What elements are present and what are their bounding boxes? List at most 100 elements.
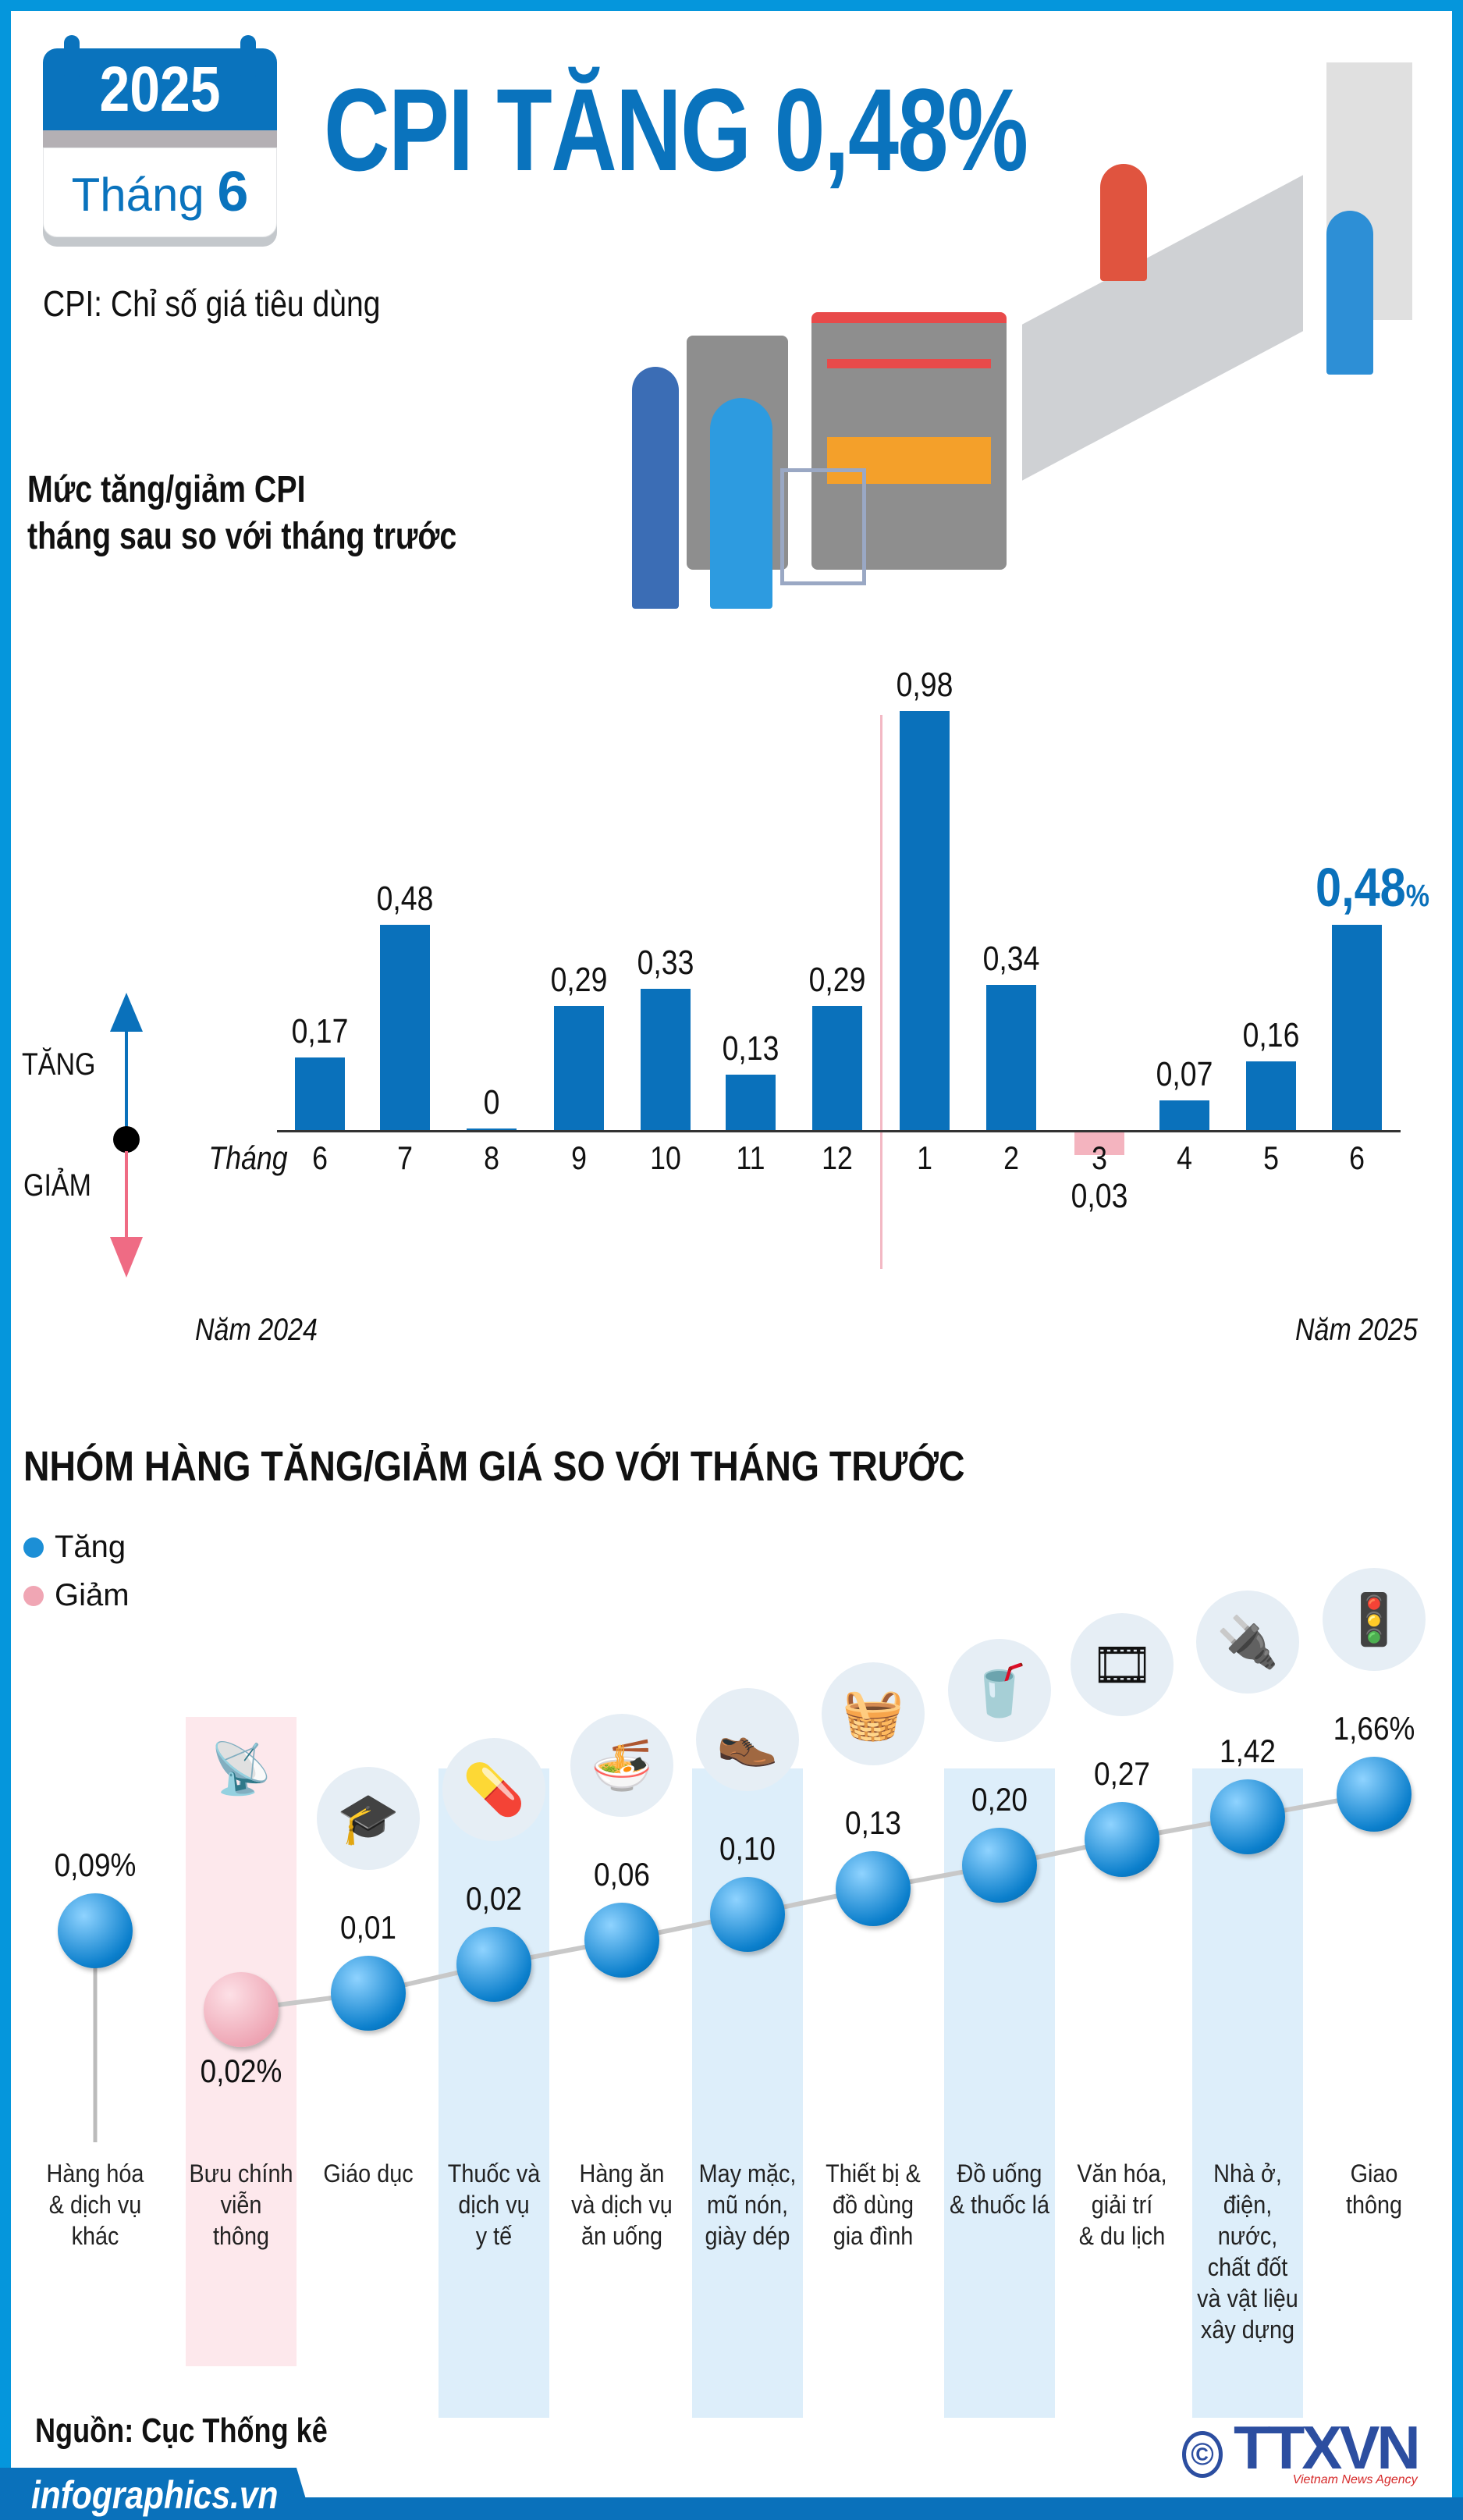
value-label: 0,09% bbox=[54, 1846, 137, 1883]
highlight-value: 0,48 bbox=[1315, 856, 1406, 918]
column-highlight bbox=[439, 1768, 549, 2418]
pill-icon: 💊 bbox=[442, 1738, 545, 1841]
legend-label: Tăng bbox=[55, 1530, 126, 1564]
bar-value-label: 0,13 bbox=[722, 1029, 779, 1068]
category-line: Giáo dục bbox=[323, 2159, 414, 2188]
page-title: CPI TĂNG 0,48% bbox=[324, 64, 1028, 195]
washing-machine-icon: 🧺 bbox=[822, 1662, 925, 1765]
legend-increase: Tăng bbox=[23, 1530, 126, 1565]
category-line: thông bbox=[1345, 2191, 1403, 2219]
value-label: 0,10 bbox=[719, 1830, 776, 1867]
groups-heading: NHÓM HÀNG TĂNG/GIẢM GIÁ SO VỚI THÁNG TRƯ… bbox=[23, 1443, 965, 1490]
checkout-illustration bbox=[1022, 47, 1443, 481]
source: Nguồn: Cục Thống kê bbox=[35, 2412, 328, 2450]
bar-value-label: 0,07 bbox=[1156, 1054, 1213, 1093]
month-tick-label: 12 bbox=[822, 1139, 853, 1176]
legend-dot bbox=[23, 1585, 44, 1606]
month-tick-label: 10 bbox=[650, 1139, 681, 1176]
bar bbox=[1159, 1100, 1209, 1130]
bar-value-label: 0,34 bbox=[982, 939, 1040, 978]
calendar-header bbox=[43, 48, 277, 130]
trend-line-path bbox=[240, 1792, 1375, 2012]
data-ball bbox=[331, 1956, 406, 2031]
year-2024-label: Năm 2024 bbox=[195, 1313, 318, 1347]
category-line: Bưu chính bbox=[189, 2159, 293, 2188]
supermarket-illustration bbox=[616, 312, 1007, 617]
category-line: dịch vụ bbox=[458, 2191, 530, 2219]
bar bbox=[554, 1006, 604, 1130]
category-label: Hàng hóa & dịch vụ khác bbox=[39, 2158, 151, 2252]
month-tick-label: 3 bbox=[1092, 1139, 1107, 1176]
month-tick-label: 1 bbox=[917, 1139, 932, 1176]
data-ball bbox=[58, 1893, 133, 1968]
decrease-label: GIẢM bbox=[23, 1168, 91, 1203]
axis-dot bbox=[113, 1126, 140, 1153]
category-label: Bưu chính viễn thông bbox=[185, 2158, 297, 2252]
value-label: 0,02% bbox=[200, 2053, 282, 2089]
category-label: Giáo dục bbox=[312, 2158, 424, 2189]
category-line: thông bbox=[212, 2222, 270, 2250]
subtitle: CPI: Chỉ số giá tiêu dùng bbox=[43, 283, 381, 324]
category-label: Thiết bị & đồ dùng gia đình bbox=[817, 2158, 929, 2252]
chart-baseline bbox=[277, 1130, 1401, 1132]
category-line: và vật liệu bbox=[1197, 2284, 1298, 2312]
calendar-band bbox=[43, 130, 277, 148]
value-label: 1,66% bbox=[1333, 1710, 1415, 1747]
value-label: 0,01 bbox=[340, 1909, 396, 1946]
category-line: Văn hóa, bbox=[1077, 2159, 1167, 2188]
bar-value-label: 0,98 bbox=[896, 665, 953, 704]
calendar-year: 2025 bbox=[99, 54, 221, 125]
bar bbox=[295, 1057, 345, 1130]
category-line: điện, bbox=[1223, 2191, 1273, 2219]
data-ball bbox=[1210, 1779, 1285, 1854]
category-line: Nhà ở, bbox=[1213, 2159, 1282, 2188]
category-label: Nhà ở, điện, nước, chất đốt và vật liệu xây d… bbox=[1191, 2158, 1304, 2345]
chart-heading-line2: tháng sau so với tháng trước bbox=[27, 516, 457, 557]
footer-tab bbox=[0, 2468, 312, 2520]
calendar-body bbox=[43, 148, 277, 237]
month-tick-label: 5 bbox=[1263, 1139, 1279, 1176]
value-label: 0,20 bbox=[971, 1781, 1028, 1818]
value-label: 1,42 bbox=[1220, 1733, 1276, 1769]
category-line: mũ nón, bbox=[706, 2191, 789, 2219]
category-line: May mặc, bbox=[698, 2159, 797, 2188]
traffic-light-icon: 🚦 bbox=[1323, 1568, 1426, 1671]
data-ball bbox=[204, 1972, 279, 2047]
bar-value-label: 0,33 bbox=[637, 944, 694, 983]
bar-value-label: 0,48 bbox=[376, 879, 434, 918]
category-label: Thuốc và dịch vụ y tế bbox=[438, 2158, 550, 2252]
bar bbox=[986, 984, 1036, 1130]
bar-value-label: 0,16 bbox=[1242, 1016, 1300, 1055]
category-line: chất đốt bbox=[1207, 2253, 1288, 2281]
data-ball bbox=[1085, 1802, 1159, 1877]
arrow-down-icon bbox=[125, 1151, 128, 1245]
category-label: Đồ uống & thuốc lá bbox=[943, 2158, 1056, 2220]
legend-dot bbox=[23, 1537, 44, 1558]
month-tick-label: 2 bbox=[1003, 1139, 1019, 1176]
site-link[interactable]: infographics.vn bbox=[31, 2473, 279, 2517]
month-tick-label: 11 bbox=[736, 1139, 765, 1176]
category-line: & du lịch bbox=[1078, 2222, 1166, 2250]
ttxvn-logo: © TTXVN Vietnam News Agency bbox=[1182, 2417, 1421, 2487]
calendar-ring bbox=[64, 35, 80, 82]
category-line: Hàng hóa bbox=[46, 2159, 144, 2188]
percent-sign: % bbox=[1405, 878, 1430, 913]
value-label: 0,27 bbox=[1094, 1755, 1150, 1792]
legend-decrease: Giảm bbox=[23, 1578, 130, 1613]
data-ball bbox=[584, 1903, 659, 1978]
category-label: May mặc, mũ nón, giày dép bbox=[691, 2158, 804, 2252]
category-line: gia đình bbox=[833, 2222, 914, 2250]
category-line: & dịch vụ bbox=[48, 2191, 142, 2219]
bar bbox=[1332, 924, 1382, 1130]
copyright-icon: © bbox=[1182, 2431, 1223, 2478]
month-tick-label: 6 bbox=[312, 1139, 328, 1176]
month-tick-label: 8 bbox=[484, 1139, 499, 1176]
category-line: ăn uống bbox=[581, 2222, 663, 2250]
month-prefix: Tháng bbox=[208, 1139, 288, 1176]
food-bowl-icon: 🍜 bbox=[570, 1714, 673, 1817]
bar-value-label: 0,29 bbox=[550, 961, 608, 1000]
arrow-up-head bbox=[110, 993, 143, 1032]
category-line: giải trí bbox=[1091, 2191, 1153, 2219]
increase-label: TĂNG bbox=[22, 1047, 96, 1082]
